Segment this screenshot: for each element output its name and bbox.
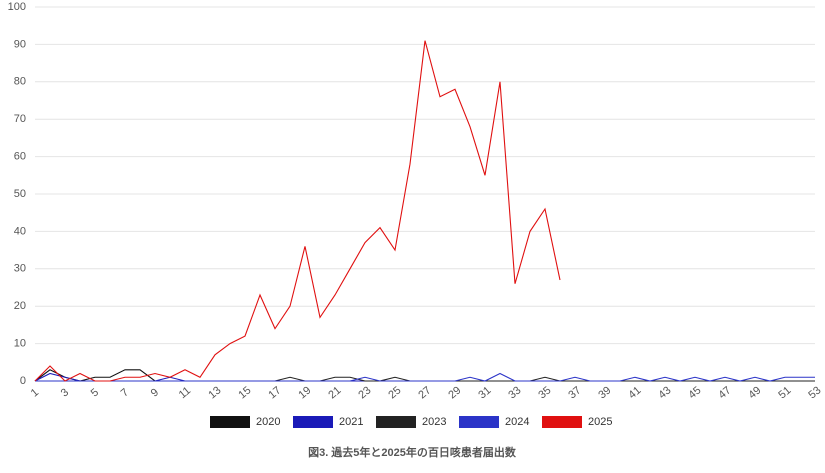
legend-swatch — [210, 416, 250, 428]
x-tick-label: 21 — [326, 384, 343, 401]
x-tick-label: 35 — [536, 384, 553, 401]
x-tick-label: 23 — [356, 384, 373, 401]
x-tick-label: 25 — [386, 384, 403, 401]
x-tick-label: 11 — [177, 385, 193, 402]
x-tick-label: 33 — [506, 384, 523, 401]
legend-label: 2023 — [422, 416, 446, 428]
y-tick-label: 80 — [14, 76, 26, 88]
x-tick-label: 3 — [59, 386, 71, 399]
series-line — [34, 369, 815, 382]
x-tick-label: 51 — [776, 384, 793, 401]
y-tick-label: 20 — [14, 300, 26, 312]
x-tick-label: 15 — [236, 384, 253, 401]
x-tick-label: 13 — [206, 384, 223, 401]
y-tick-label: 70 — [14, 113, 26, 125]
legend-swatch — [376, 416, 416, 428]
legend-swatch — [542, 416, 582, 428]
chart-title: 図3. 過去5年と2025年の百日咳患者届出数 — [308, 445, 517, 459]
x-tick-label: 49 — [746, 384, 763, 401]
legend-label: 2025 — [588, 416, 612, 428]
legend-label: 2021 — [339, 416, 363, 428]
x-tick-label: 37 — [566, 384, 583, 401]
x-tick-label: 5 — [89, 386, 101, 399]
x-tick-label: 41 — [626, 384, 643, 401]
x-tick-label: 1 — [29, 386, 41, 399]
x-tick-label: 9 — [149, 386, 161, 399]
legend-label: 2020 — [256, 416, 280, 428]
y-tick-label: 0 — [20, 375, 26, 387]
x-tick-label: 19 — [296, 384, 313, 401]
y-tick-label: 50 — [14, 188, 26, 200]
y-tick-label: 100 — [8, 1, 26, 13]
x-tick-label: 45 — [686, 384, 703, 401]
y-tick-label: 30 — [14, 263, 26, 275]
x-tick-label: 31 — [476, 384, 493, 401]
x-tick-label: 43 — [656, 384, 673, 401]
y-tick-label: 10 — [14, 338, 26, 350]
y-tick-label: 90 — [14, 38, 26, 50]
x-tick-label: 17 — [266, 384, 283, 401]
x-tick-label: 7 — [119, 386, 131, 399]
legend-swatch — [459, 416, 499, 428]
x-tick-label: 27 — [416, 384, 433, 401]
series-line — [34, 40, 561, 382]
x-tick-label: 29 — [446, 384, 463, 401]
legend-label: 2024 — [505, 416, 529, 428]
y-tick-label: 40 — [14, 225, 26, 237]
x-tick-label: 53 — [806, 384, 823, 401]
x-tick-label: 39 — [596, 384, 613, 401]
series-line — [35, 372, 815, 382]
y-tick-label: 60 — [14, 151, 26, 163]
x-tick-label: 47 — [716, 384, 733, 401]
legend-swatch — [293, 416, 333, 428]
